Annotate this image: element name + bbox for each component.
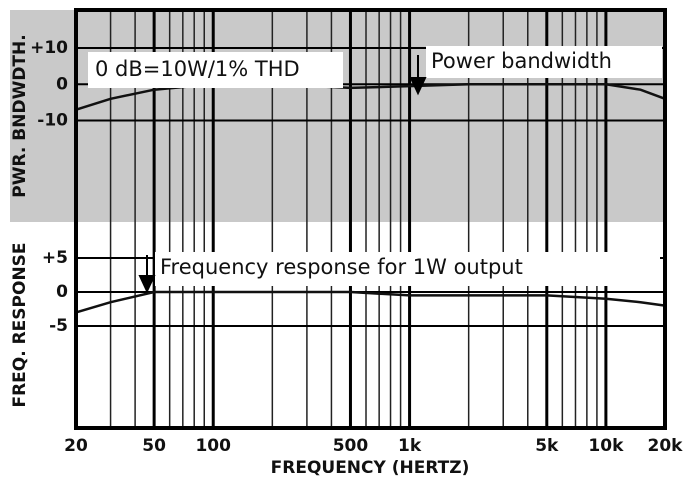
x-tick-label: 1k: [398, 436, 422, 456]
panel-background: [10, 10, 665, 222]
x-tick-label: 10k: [588, 436, 624, 456]
x-tick-label: 50: [142, 436, 166, 456]
annotation: Power bandwidth: [431, 49, 612, 73]
x-tick-label: 20: [64, 436, 88, 456]
frame: [74, 8, 667, 430]
y-tick-label: -10: [37, 111, 68, 131]
annotation-box: [155, 252, 660, 286]
x-tick-label: 100: [195, 436, 231, 456]
line: [75, 83, 666, 111]
y-tick-label: +5: [42, 248, 68, 268]
arrow: [409, 55, 427, 96]
annotation-box: [426, 46, 662, 78]
annotation-box: [88, 52, 343, 88]
y-tick-label: 0: [56, 282, 68, 302]
x-axis-label: FREQUENCY (HERTZ): [271, 458, 470, 478]
y-tick-label: 0: [56, 74, 68, 94]
y-tick-label: +10: [30, 38, 68, 58]
x-tick-label: 500: [333, 436, 369, 456]
y-axis-label: FREQ. RESPONSE: [10, 242, 30, 407]
arrow: [138, 255, 156, 294]
annotation: Frequency response for 1W output: [160, 255, 523, 279]
x-tick-label: 20k: [648, 436, 684, 456]
line: [75, 290, 666, 314]
y-axis-label: PWR. BNDWDTH.: [10, 34, 30, 197]
y-tick-label: -5: [49, 316, 68, 336]
x-tick-label: 5k: [535, 436, 559, 456]
annotation: 0 dB=10W/1% THD: [95, 57, 300, 81]
